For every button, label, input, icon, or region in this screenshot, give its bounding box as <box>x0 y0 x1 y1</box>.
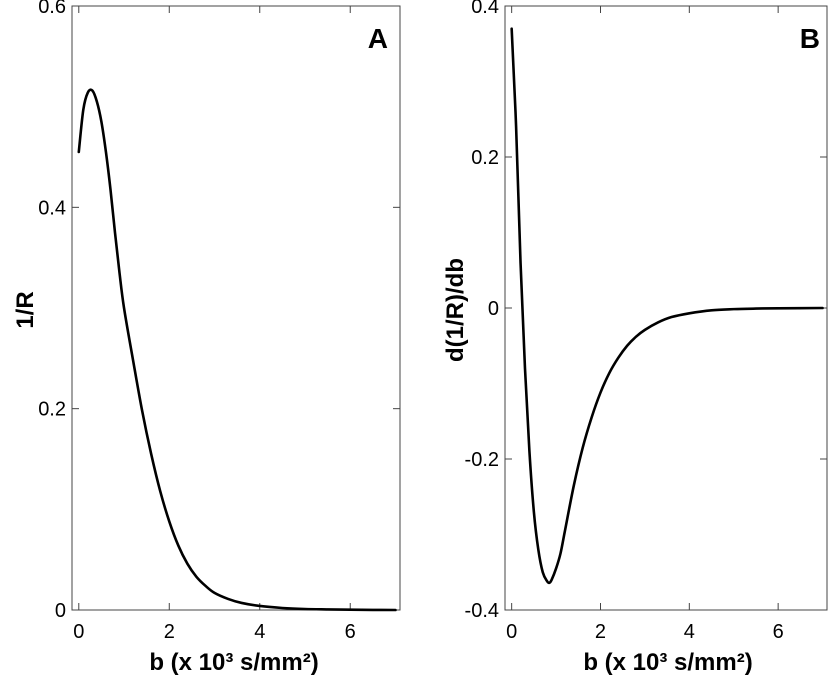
x-tick-label: 0 <box>506 621 517 643</box>
y-tick-label: 0 <box>488 298 499 320</box>
y-tick-label: -0.4 <box>465 600 499 622</box>
panel-a-curve <box>77 88 397 612</box>
panel-a-frame <box>71 5 401 611</box>
x-tick-label: 2 <box>595 621 606 643</box>
x-tick-label: 0 <box>73 621 84 643</box>
panel-a: 0 2 4 6 0 0.2 0.4 0.6 b (x 10³ s/mm²) 1/R A <box>12 0 401 676</box>
x-tick-label: 4 <box>684 621 695 643</box>
panel-b-tick-labels: 0 2 4 6 -0.4 -0.2 0 0.2 0.4 <box>465 0 784 643</box>
x-tick-label: 6 <box>773 621 784 643</box>
panel-a-x-axis-title: b (x 10³ s/mm²) <box>149 649 318 676</box>
y-tick-label: 0 <box>55 600 66 622</box>
panel-a-ticks <box>72 5 400 611</box>
panel-b-x-axis-title: b (x 10³ s/mm²) <box>583 649 752 676</box>
panel-b-letter: B <box>800 23 820 54</box>
y-tick-label: 0.6 <box>38 0 66 18</box>
panel-b: 0 2 4 6 -0.4 -0.2 0 0.2 0.4 b (x 10³ s/mm²) d(1/… <box>442 0 828 676</box>
panel-a-letter: A <box>368 23 388 54</box>
panel-b-curve <box>510 27 824 585</box>
x-tick-label: 6 <box>345 621 356 643</box>
panel-b-y-axis-title: d(1/R)/db <box>442 258 469 362</box>
x-tick-label: 2 <box>164 621 175 643</box>
y-tick-label: 0.4 <box>471 0 499 18</box>
panel-a-tick-labels: 0 2 4 6 0 0.2 0.4 0.6 <box>38 0 356 643</box>
y-tick-label: -0.2 <box>465 449 499 471</box>
y-tick-label: 0.4 <box>38 197 66 219</box>
y-tick-label: 0.2 <box>38 399 66 421</box>
x-tick-label: 4 <box>254 621 265 643</box>
panel-a-y-axis-title: 1/R <box>12 291 39 328</box>
y-tick-label: 0.2 <box>471 147 499 169</box>
